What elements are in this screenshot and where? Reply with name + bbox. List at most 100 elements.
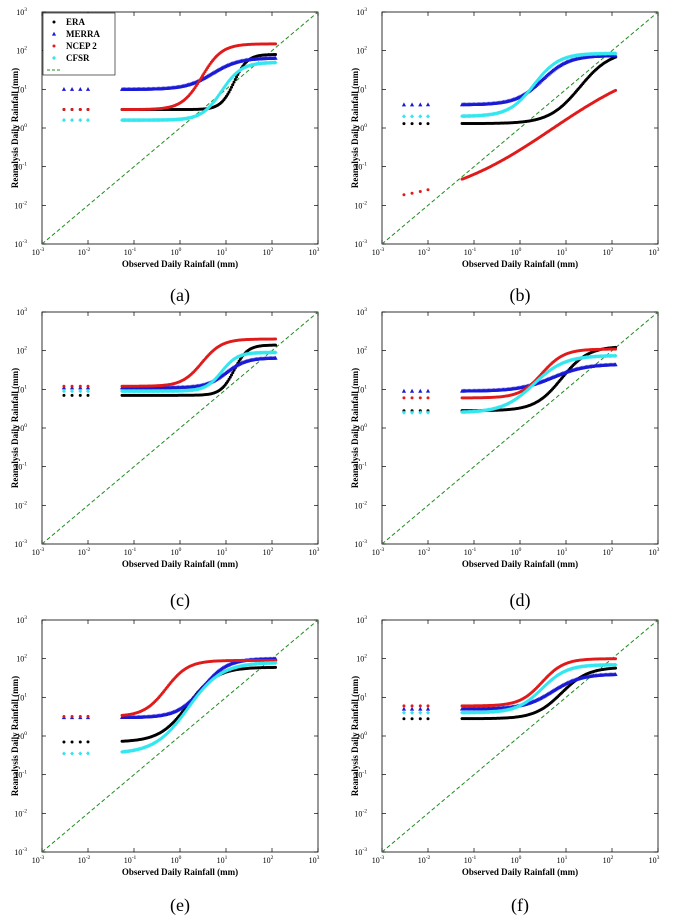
y-tick-exponent: 0 <box>364 731 367 737</box>
x-tick-label: 102 <box>263 547 274 557</box>
panel-d: 10-3 10-2 10-1 100 101 102 10310-310-210-11001… <box>350 307 660 611</box>
y-tick-exponent: -3 <box>362 239 367 245</box>
x-tick-label: 103 <box>649 247 660 257</box>
y-tick-label: 103 <box>356 7 367 17</box>
y-tick-exponent: 3 <box>364 7 367 13</box>
y-tick-exponent: -1 <box>362 462 367 468</box>
y-tick-exponent: -1 <box>362 162 367 168</box>
data-point <box>209 102 214 107</box>
data-point <box>546 680 551 685</box>
x-tick-exponent: -1 <box>472 247 477 253</box>
data-point <box>223 83 228 89</box>
x-tick-exponent: -3 <box>380 247 385 253</box>
x-tick-exponent: 2 <box>271 855 274 861</box>
x-tick-exponent: 0 <box>179 247 182 253</box>
data-point <box>519 393 524 398</box>
y-tick-exponent: 3 <box>24 7 27 13</box>
data-point <box>228 375 232 379</box>
series-cfsr <box>401 662 618 715</box>
data-point <box>70 740 74 744</box>
data-point <box>70 384 74 388</box>
y-tick-label: 102 <box>16 654 27 664</box>
panel-label: (b) <box>510 285 531 306</box>
one-to-one-line <box>381 619 659 853</box>
data-point <box>509 105 514 110</box>
y-tick-exponent: -3 <box>362 539 367 545</box>
data-point <box>190 699 195 705</box>
data-point <box>543 371 548 377</box>
data-point <box>418 396 422 400</box>
data-point <box>522 93 527 98</box>
data-point <box>70 393 74 397</box>
x-tick-label: 10-3 <box>32 547 45 557</box>
panel-b: 10-3 10-2 10-1 100 101 102 10310-310-210-11001… <box>350 7 660 306</box>
data-point <box>205 383 210 388</box>
x-tick-exponent: 0 <box>179 547 182 553</box>
data-point <box>409 388 415 393</box>
x-tick-exponent: 3 <box>317 547 320 553</box>
data-point <box>418 710 423 715</box>
data-point <box>531 694 536 699</box>
data-point <box>410 410 415 415</box>
x-tick-label: 103 <box>309 855 320 865</box>
x-tick-label: 10-1 <box>464 247 477 257</box>
data-point <box>274 343 278 347</box>
legend-label: NCEP 2 <box>66 41 97 51</box>
data-point <box>529 86 534 91</box>
y-tick-label: 103 <box>16 615 27 625</box>
data-point <box>543 69 548 74</box>
data-point <box>533 380 538 386</box>
data-point <box>516 395 521 400</box>
data-point <box>198 690 203 695</box>
data-point <box>61 389 66 394</box>
data-point <box>86 118 90 123</box>
series-cfsr <box>61 60 278 123</box>
y-tick-exponent: 3 <box>364 615 367 621</box>
x-tick-label: 10-3 <box>372 855 385 865</box>
one-to-one-line <box>41 619 319 853</box>
panel-label: (a) <box>170 285 190 306</box>
data-point <box>529 384 534 389</box>
panel-e: 10-3 10-2 10-1 100 101 102 10310-310-210-11001… <box>10 615 320 916</box>
series-cfsr <box>61 660 278 756</box>
y-tick-label: 101 <box>356 84 367 94</box>
y-tick-label: 10-2 <box>354 500 367 510</box>
y-tick-exponent: 2 <box>24 654 27 660</box>
data-point <box>274 53 278 57</box>
data-point <box>515 395 520 401</box>
data-point <box>410 122 414 126</box>
y-tick-label: 102 <box>356 46 367 56</box>
data-point <box>402 704 406 708</box>
x-tick-exponent: -1 <box>132 247 137 253</box>
y-tick-exponent: 0 <box>24 123 27 129</box>
data-point <box>426 396 430 400</box>
data-point <box>614 88 618 92</box>
data-point <box>410 704 414 708</box>
data-point <box>214 674 219 679</box>
x-tick-exponent: 0 <box>519 855 522 861</box>
data-point <box>512 397 517 402</box>
y-tick-label: 10-3 <box>14 847 27 857</box>
data-point <box>61 118 66 123</box>
x-axis-label: Observed Daily Rainfall (mm) <box>462 867 578 877</box>
data-point <box>61 751 66 756</box>
y-tick-label: 10-3 <box>354 847 367 857</box>
data-point <box>426 410 430 415</box>
data-point <box>401 114 406 119</box>
data-point <box>418 122 422 126</box>
data-point <box>418 706 423 711</box>
y-tick-label: 10-3 <box>14 239 27 249</box>
y-tick-exponent: -2 <box>362 200 367 206</box>
data-point <box>78 393 82 397</box>
x-tick-label: 102 <box>263 855 274 865</box>
data-point <box>214 375 219 380</box>
y-tick-exponent: -2 <box>22 200 27 206</box>
data-point <box>214 96 219 101</box>
data-point <box>525 90 530 95</box>
panel-c: 10-3 10-2 10-1 100 101 102 10310-310-210-11001… <box>10 307 320 611</box>
y-tick-label: 10-3 <box>354 239 367 249</box>
x-tick-label: 100 <box>171 855 182 865</box>
y-tick-exponent: 2 <box>364 46 367 52</box>
y-tick-label: 10-2 <box>354 200 367 210</box>
y-tick-label: 100 <box>356 123 367 133</box>
